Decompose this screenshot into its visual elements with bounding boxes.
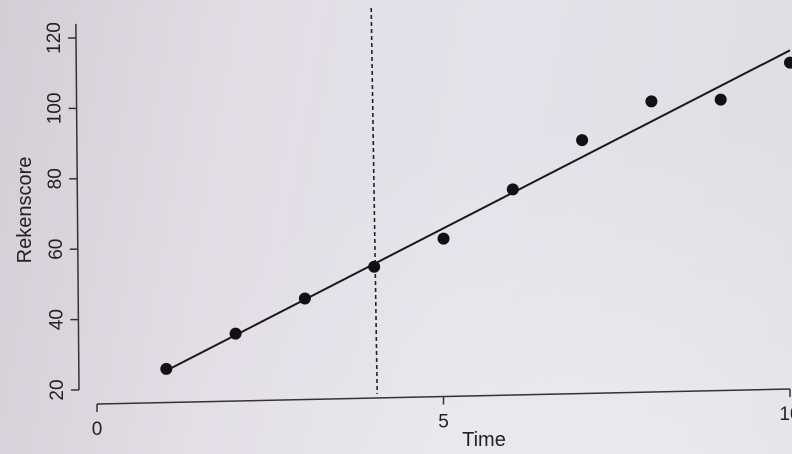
x-tick-label: 10 [779,404,792,425]
fit-line [165,49,791,372]
y-tick-label: 40 [46,309,67,330]
y-axis: 20 40 60 80 100 120 [44,22,80,401]
reference-line-layer [370,7,378,395]
x-axis-label: Time [462,429,506,451]
data-point [160,362,173,375]
y-tick-label: 20 [47,379,68,400]
y-axis-line [75,23,80,391]
reference-line [370,7,378,395]
fit-line-layer [165,49,791,372]
data-point [229,327,242,340]
data-point [506,183,519,196]
data-point [784,56,792,69]
x-axis: 0 5 10 [92,388,792,440]
y-tick-label: 60 [46,239,67,260]
data-point [645,95,658,108]
data-point [576,134,589,147]
x-tick-label: 0 [92,419,103,440]
data-point [714,93,727,106]
x-tick-label: 5 [438,412,449,433]
data-point [368,260,381,273]
y-tick-label: 120 [44,22,65,54]
data-point [437,232,450,245]
y-tick-label: 100 [45,93,66,125]
y-tick-label: 80 [45,168,66,189]
y-axis-label: Rekenscore [14,157,36,264]
data-points [160,56,792,375]
data-point [298,292,311,305]
